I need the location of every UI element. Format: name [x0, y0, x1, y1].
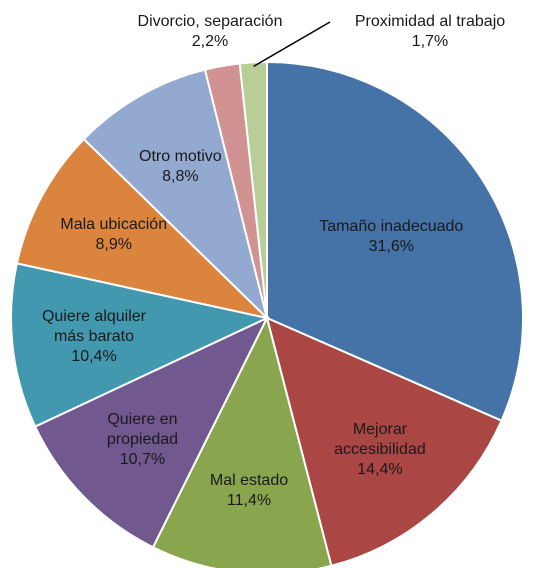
slice-label: Tamaño inadecuado 31,6%	[306, 217, 476, 257]
slice-value: 1,7%	[411, 33, 449, 50]
slice-value: 10,4%	[71, 348, 117, 366]
slice-name: Divorcio, separación	[137, 13, 283, 30]
slice-label: Quiere en propiedad 10,7%	[87, 410, 197, 470]
pie-slice	[265, 316, 503, 567]
slice-name: Tamaño inadecuado	[319, 217, 464, 235]
slice-label: Mala ubicación 8,9%	[59, 215, 169, 255]
pie-slice	[266, 60, 524, 422]
slice-label: Mejorar accesibilidad 14,4%	[310, 420, 450, 480]
slice-name: Otro motivo	[139, 148, 222, 165]
slice-label: Divorcio, separación 2,2%	[100, 12, 320, 52]
pie-slice	[151, 315, 333, 568]
slice-label: Otro motivo 8,8%	[120, 147, 240, 187]
slice-name: Quiere alquiler más barato	[41, 308, 147, 346]
slice-name: Mejorar accesibilidad	[334, 421, 426, 459]
slice-name: Proximidad al trabajo	[354, 13, 506, 30]
slice-name: Mala ubicación	[60, 216, 168, 234]
slice-name: Quiere en propiedad	[106, 410, 179, 448]
slice-label: Quiere alquiler más barato 10,4%	[31, 307, 156, 367]
slice-value: 14,4%	[357, 461, 403, 479]
slice-label: Mal estado 11,4%	[189, 471, 309, 511]
slice-value: 31,6%	[368, 237, 414, 255]
leader-line	[253, 21, 331, 68]
pie-slice	[33, 315, 270, 549]
pie-slice	[238, 60, 268, 319]
slice-value: 8,8%	[162, 168, 199, 185]
slice-name: Mal estado	[209, 472, 289, 490]
slice-value: 11,4%	[226, 492, 272, 510]
slice-value: 10,7%	[119, 450, 166, 468]
pie-slice	[15, 137, 271, 320]
pie-slice	[82, 68, 269, 322]
slice-value: 2,2%	[191, 33, 229, 50]
slice-label: Proximidad al trabajo 1,7%	[320, 12, 540, 52]
slice-value: 8,9%	[95, 236, 132, 254]
